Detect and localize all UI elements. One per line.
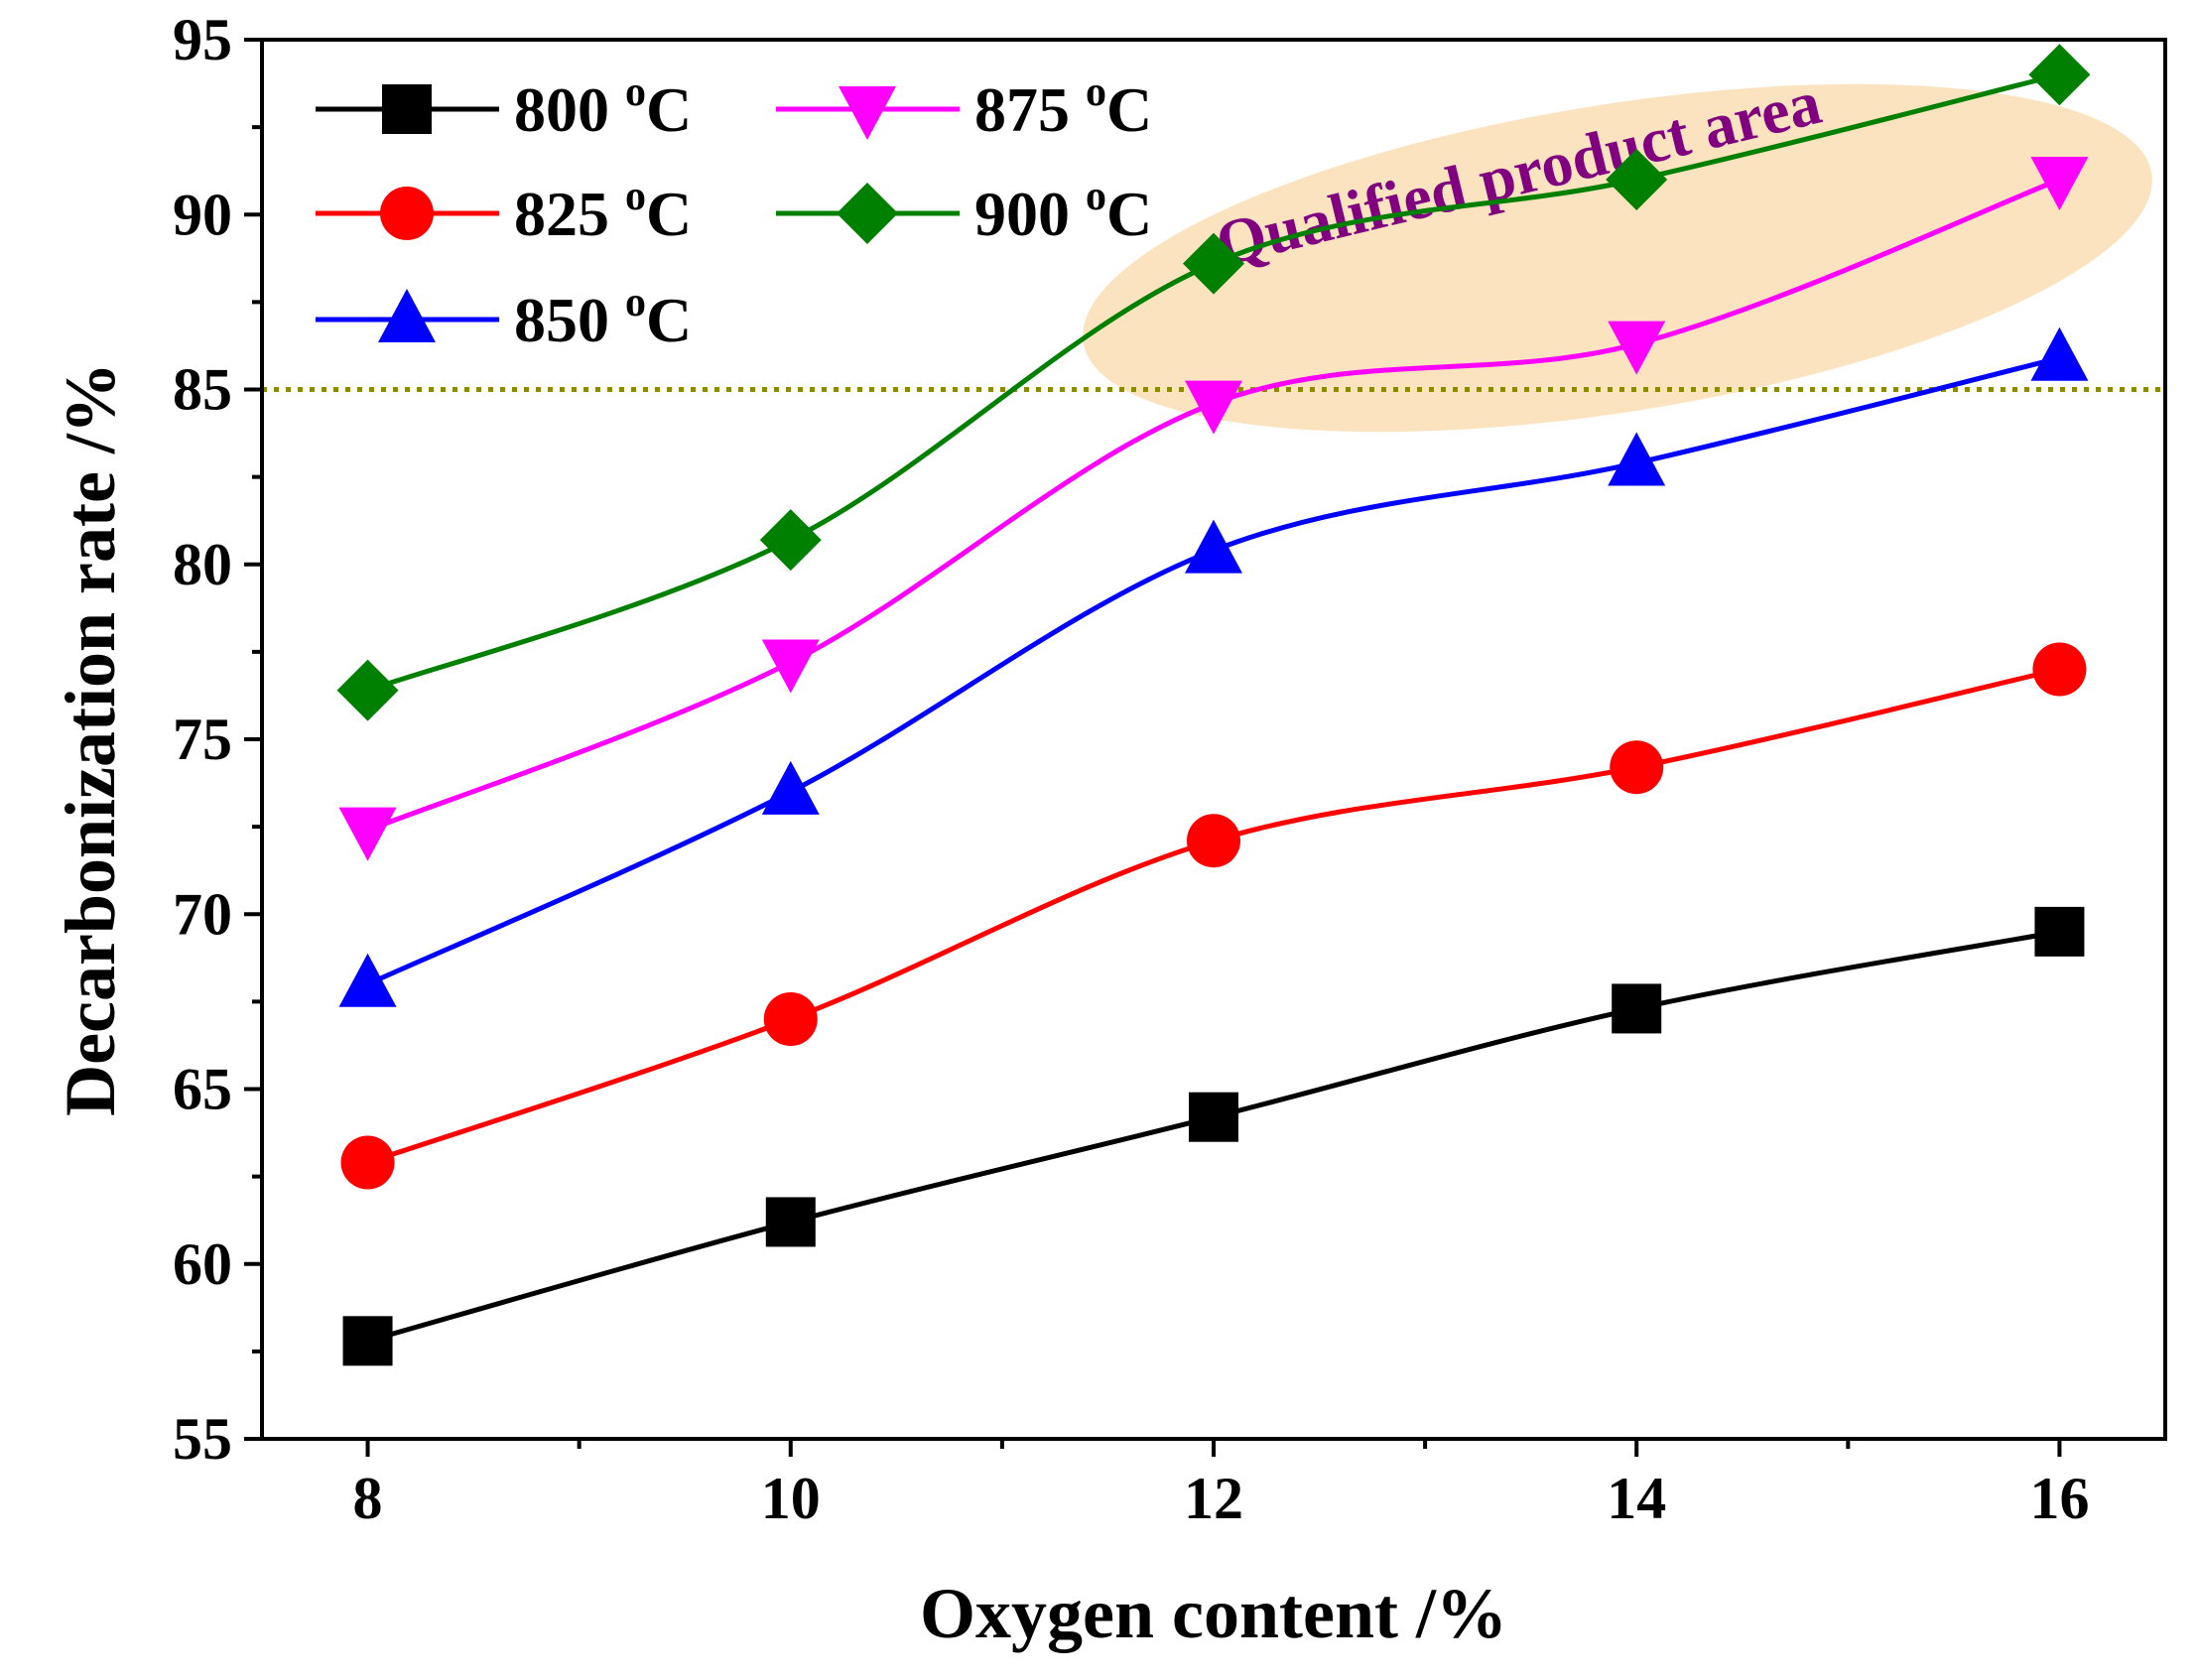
legend-marker-2 <box>378 289 436 342</box>
data-point-4-0 <box>336 659 399 721</box>
data-point-1-3 <box>1610 740 1664 795</box>
legend-label-value-0: 800 <box>514 74 625 145</box>
x-tick-label-3: 14 <box>1607 1466 1666 1531</box>
legend-label-3: 875 oC <box>974 69 1152 145</box>
y-axis-title: Decarbonization rate /% <box>51 362 130 1116</box>
legend-label-unit-2: C <box>646 285 692 355</box>
data-point-1-2 <box>1187 814 1240 868</box>
data-point-0-4 <box>2034 906 2085 957</box>
legend-marker-1 <box>380 187 434 240</box>
axes-layer: 55 60 65 70 75 80 85 90 95 8 10 12 14 16 <box>173 7 2167 1531</box>
data-point-3-2 <box>1185 380 1242 435</box>
data-point-1-1 <box>763 992 818 1046</box>
data-point-0-2 <box>1189 1092 1238 1142</box>
data-point-3-3 <box>1608 321 1666 375</box>
legend-label-1: 825 oC <box>514 174 692 249</box>
y-tick-label-2: 65 <box>173 1057 232 1122</box>
data-point-1-4 <box>2032 642 2087 697</box>
data-point-0-3 <box>1612 983 1662 1034</box>
legend-label-4: 900 oC <box>974 174 1152 249</box>
legend-marker-3 <box>839 86 896 140</box>
y-tick-label-4: 75 <box>173 707 232 772</box>
y-tick-label-5: 80 <box>173 532 232 597</box>
y-tick-label-6: 85 <box>173 357 232 423</box>
y-tick-label-3: 70 <box>173 881 232 947</box>
data-point-0-1 <box>765 1197 816 1247</box>
data-point-4-1 <box>759 509 822 572</box>
data-point-3-1 <box>761 639 820 694</box>
legend-item-1: 825 oC <box>316 174 692 249</box>
legend-label-unit-4: C <box>1106 179 1152 249</box>
x-tick-label-4: 16 <box>2029 1466 2089 1531</box>
series-line-2 <box>366 355 2061 987</box>
legend-item-2: 850 oC <box>316 280 692 355</box>
legend-label-0: 800 oC <box>514 69 692 145</box>
data-point-0-0 <box>342 1316 393 1366</box>
data-point-3-4 <box>2030 157 2089 210</box>
data-point-4-4 <box>2028 44 2091 106</box>
legend-label-superscript-1: o <box>625 174 646 219</box>
data-point-4-2 <box>1183 232 1244 295</box>
series-line-1 <box>366 667 2061 1165</box>
data-point-1-0 <box>340 1135 395 1190</box>
x-tick-label-1: 10 <box>761 1466 821 1531</box>
legend-label-value-2: 850 <box>514 285 625 355</box>
y-tick-label-1: 60 <box>173 1231 232 1297</box>
legend-marker-0 <box>382 84 432 134</box>
legend-label-value-1: 825 <box>514 179 625 249</box>
data-point-3-0 <box>338 807 397 861</box>
x-tick-label-0: 8 <box>353 1466 383 1531</box>
y-tick-label-8: 95 <box>173 7 232 72</box>
data-point-2-3 <box>1608 432 1666 486</box>
data-point-2-0 <box>338 953 397 1007</box>
y-tick-label-7: 90 <box>173 182 232 247</box>
legend-item-4: 900 oC <box>776 174 1152 249</box>
series-3 <box>338 157 2089 861</box>
legend-label-value-4: 900 <box>974 179 1086 249</box>
legend-label-superscript-2: o <box>625 280 646 325</box>
series-0 <box>342 906 2085 1366</box>
legend-label-value-3: 875 <box>974 74 1086 145</box>
x-tick-label-2: 12 <box>1184 1466 1243 1531</box>
y-tick-label-0: 55 <box>173 1406 232 1472</box>
qualified-area-ellipse <box>1083 83 2152 433</box>
data-point-2-4 <box>2030 326 2089 381</box>
x-axis-title: Oxygen content /% <box>920 1574 1507 1653</box>
series-layer <box>336 44 2091 1366</box>
series-2 <box>338 326 2089 1007</box>
legend-label-superscript-4: o <box>1086 174 1106 219</box>
data-point-2-1 <box>761 760 820 815</box>
legend-label-superscript-0: o <box>625 69 646 115</box>
legend-label-unit-3: C <box>1106 74 1152 145</box>
data-point-2-2 <box>1185 519 1242 574</box>
legend-item-3: 875 oC <box>776 69 1152 145</box>
legend-label-2: 850 oC <box>514 280 692 355</box>
legend-marker-4 <box>837 183 898 244</box>
legend-item-0: 800 oC <box>316 69 692 145</box>
series-1 <box>340 642 2087 1190</box>
legend-label-superscript-3: o <box>1086 69 1106 115</box>
series-4 <box>336 44 2091 721</box>
legend-label-unit-0: C <box>646 74 692 145</box>
legend-label-unit-1: C <box>646 179 692 249</box>
data-point-4-3 <box>1606 149 1668 210</box>
